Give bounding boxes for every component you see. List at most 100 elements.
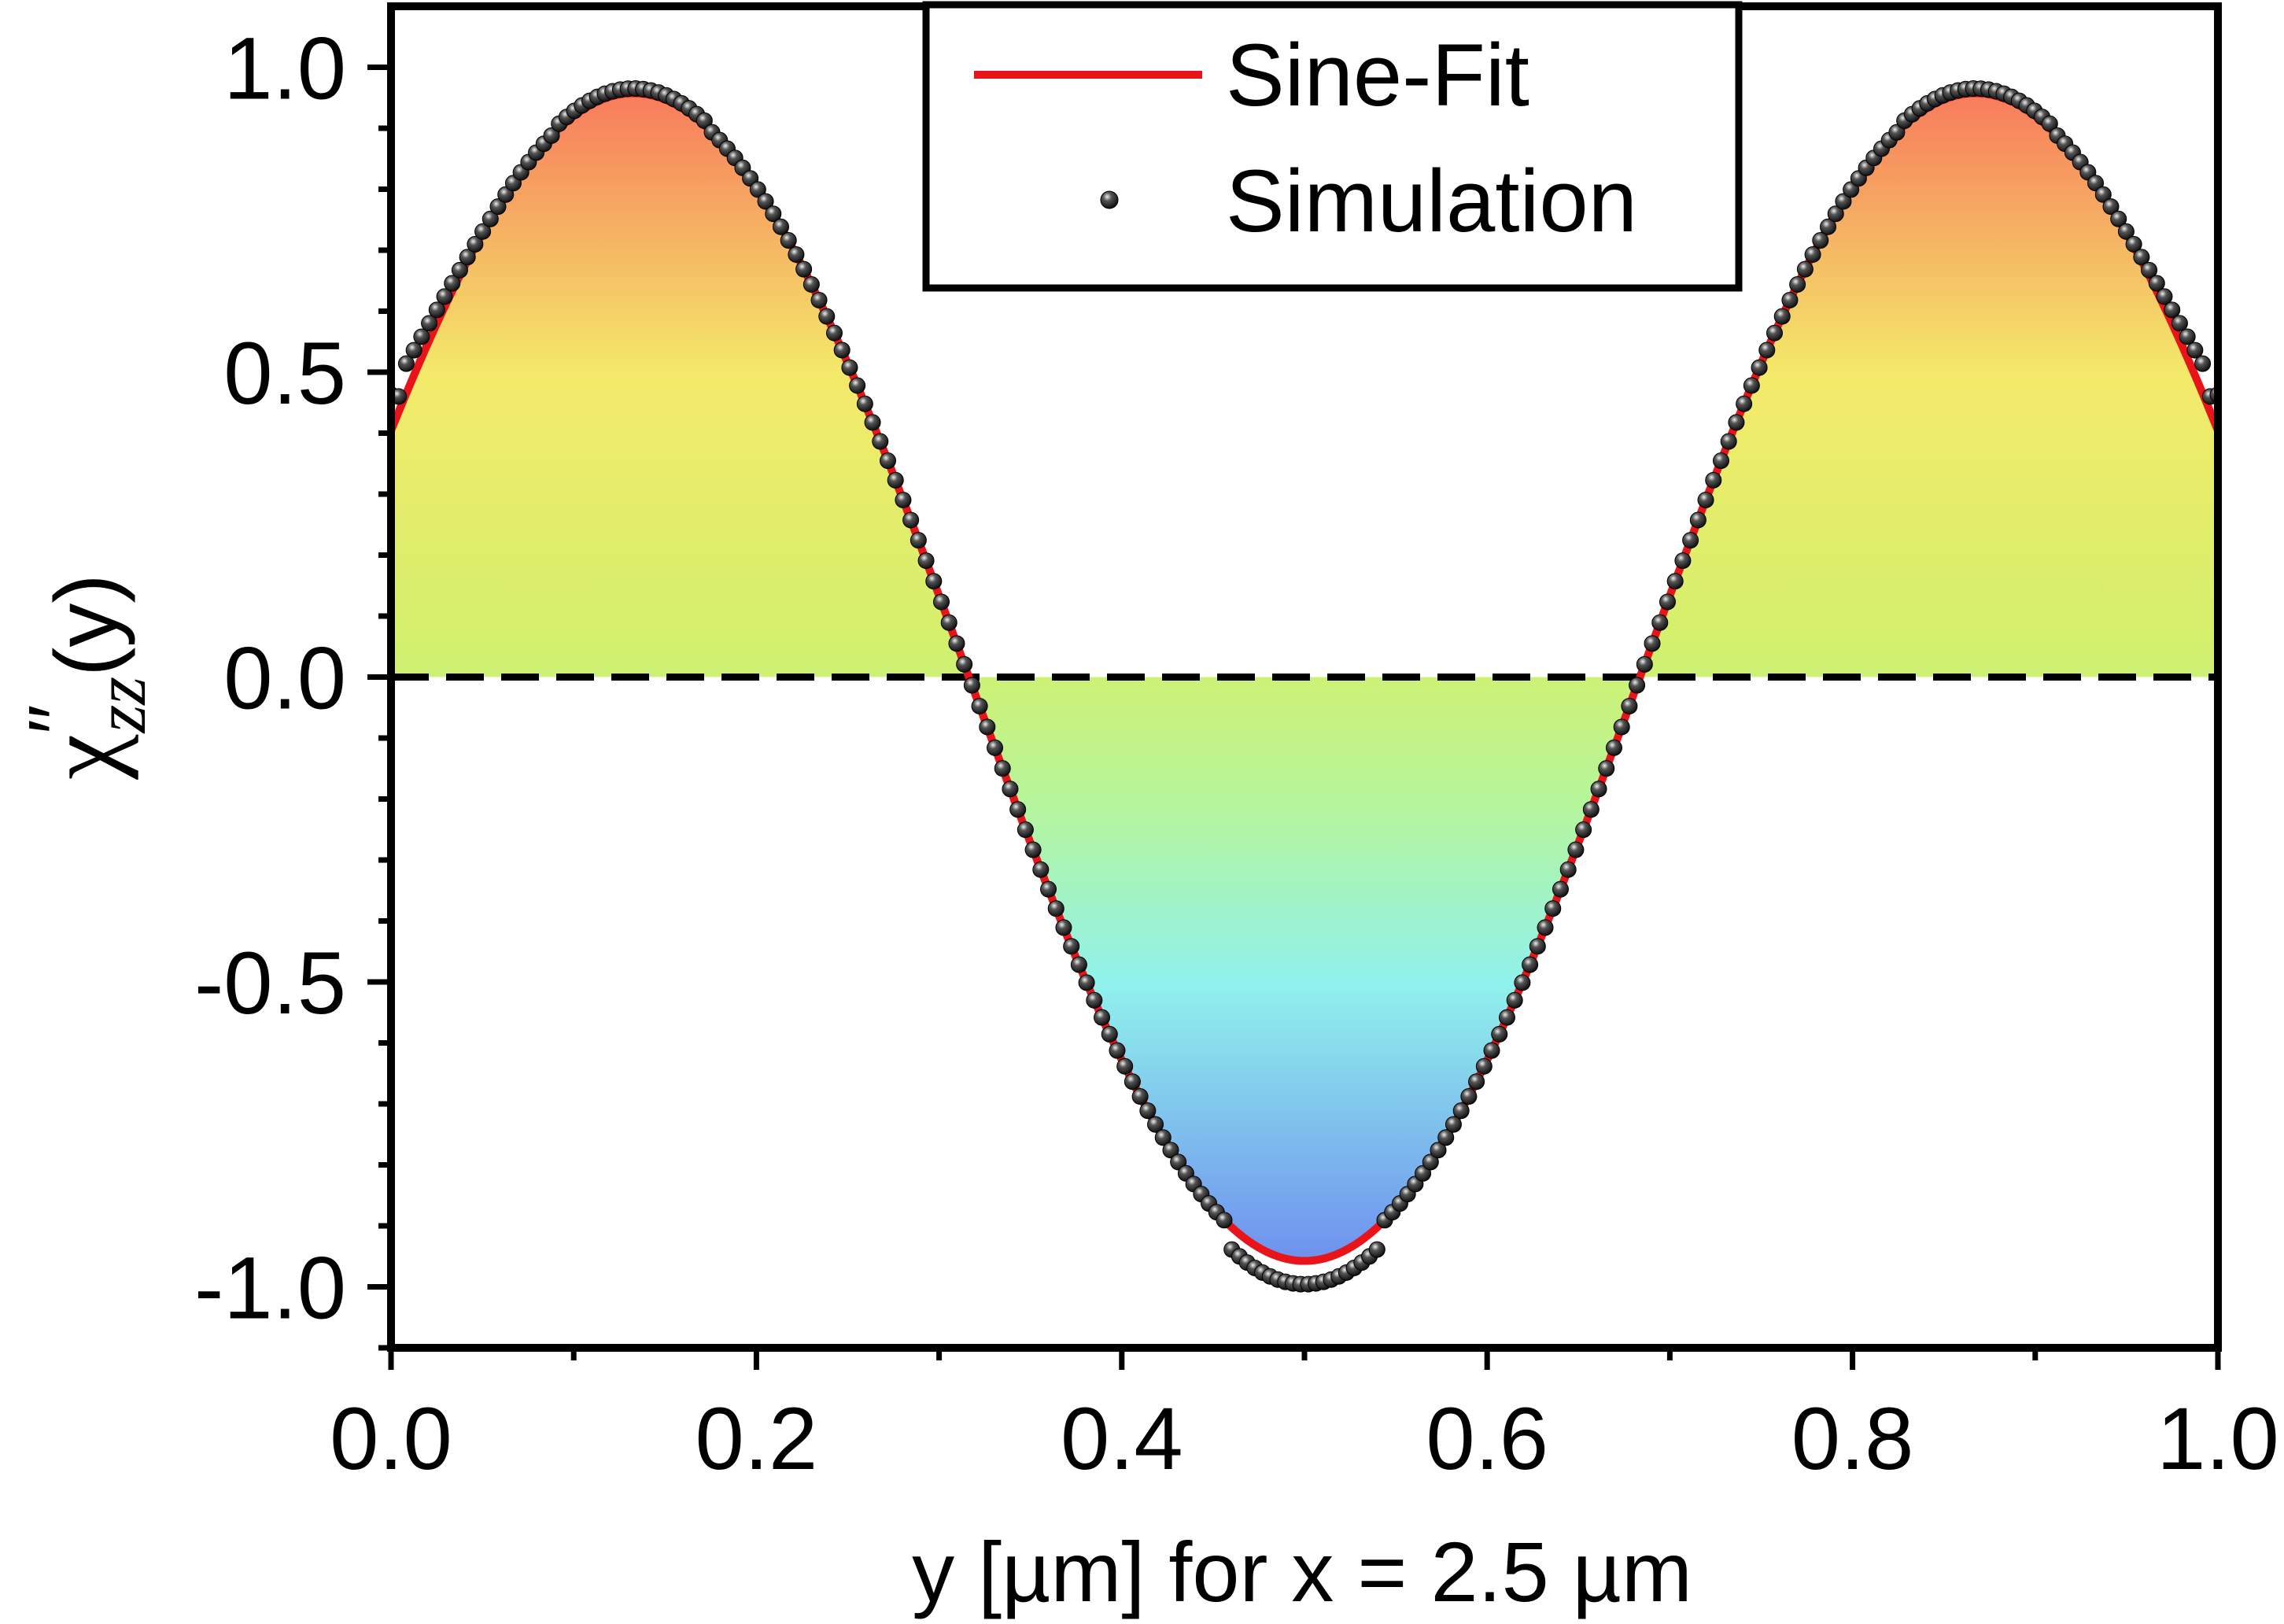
simulation-point [2133,249,2150,266]
simulation-point [474,223,492,240]
simulation-point [1705,471,1722,489]
simulation-point [1559,861,1577,878]
simulation-point [765,205,782,223]
x-axis-title: y [µm] for x = 2.5 µm [912,1524,1692,1619]
simulation-point [1452,1102,1470,1120]
simulation-point [1415,1164,1432,1182]
simulation-point [940,614,958,631]
legend-label-sine-fit: Sine-Fit [1226,26,1529,124]
simulation-point [1368,1241,1386,1258]
simulation-point [810,291,828,308]
simulation-point [1468,1073,1485,1091]
y-tick-label: -1.0 [194,1239,346,1338]
simulation-point [2110,210,2127,227]
simulation-point [1017,821,1034,839]
simulation-point [2186,341,2204,359]
simulation-point [917,552,935,570]
y-tick-label: 0.0 [223,629,346,728]
simulation-point [1666,573,1684,590]
simulation-point [1078,974,1095,991]
simulation-point [956,655,973,673]
y-axis-tick-labels: 1.0 0.5 0.0 -0.5 -1.0 [194,20,346,1338]
simulation-point [910,532,927,549]
x-tick-label: 0.2 [696,1390,818,1488]
simulation-point [696,112,713,129]
simulation-point [428,301,445,319]
simulation-point [933,593,950,611]
x-tick-label: 1.0 [2157,1390,2279,1488]
simulation-point [1567,841,1585,858]
simulation-point [1154,1129,1172,1146]
simulation-point [1162,1142,1179,1159]
simulation-point [1086,991,1103,1009]
simulation-point [1773,308,1791,325]
simulation-point [1590,781,1607,798]
simulation-point [1552,880,1569,898]
axis-ticks [367,65,2221,1370]
simulation-point [489,198,507,216]
simulation-point [2148,275,2165,292]
simulation-point [1116,1057,1134,1075]
simulation-point [467,235,484,253]
simulation-point [436,288,453,305]
simulation-point [1781,291,1799,308]
simulation-point [1101,1025,1118,1043]
simulation-point [1613,718,1630,736]
simulation-point [1537,919,1554,936]
y-tick-label: 0.5 [223,324,346,423]
simulation-point [1766,324,1783,341]
simulation-point [788,246,805,264]
simulation-point [772,218,789,235]
simulation-point [1422,1153,1439,1171]
simulation-point [1139,1102,1157,1120]
simulation-point [1437,1129,1455,1146]
simulation-point [397,355,415,372]
simulation-point [2141,261,2158,279]
simulation-point [818,308,836,325]
simulation-point [1736,395,1753,412]
x-tick-label: 0.8 [1791,1390,1914,1488]
simulation-point [749,181,766,198]
simulation-point [1651,614,1669,631]
simulation-point [1697,492,1714,509]
simulation-point [1498,1009,1515,1026]
series-simulation-points [391,80,2218,1293]
simulation-point [2087,175,2105,192]
x-tick-label: 0.6 [1426,1390,1548,1488]
simulation-point [987,739,1004,756]
x-axis-tick-labels: 0.0 0.2 0.4 0.6 0.8 1.0 [330,1390,2279,1488]
y-axis-title-base: χ [26,734,139,781]
simulation-point [1751,359,1768,376]
simulation-point [1827,205,1844,223]
simulation-point [1070,956,1087,973]
simulation-point [1475,1057,1493,1075]
simulation-point [2171,315,2188,332]
simulation-point [902,511,920,529]
legend-label-simulation: Simulation [1226,152,1637,250]
y-tick-label: 1.0 [223,20,346,118]
simulation-point [2102,198,2120,216]
simulation-point [451,261,468,279]
y-axis-title: χ′′zz(y) [13,574,161,780]
simulation-point [1644,635,1661,652]
simulation-point [1002,781,1019,798]
simulation-point [1659,593,1676,611]
simulation-point [895,492,912,509]
simulation-point [1032,861,1050,878]
simulation-point [1483,1042,1500,1059]
simulation-point [1582,801,1600,818]
simulation-point [1094,1009,1111,1026]
simulation-point [948,635,965,652]
simulation-point [1047,900,1065,917]
simulation-point [1720,433,1737,450]
simulation-point [1575,821,1592,839]
simulation-point [1522,956,1539,973]
simulation-point [1529,938,1546,955]
simulation-point [833,341,851,359]
simulation-point [1063,938,1080,955]
simulation-point [2094,186,2112,203]
simulation-point [1430,1142,1447,1159]
simulation-point [1812,232,1829,249]
svg-text:χ′′zz(y): χ′′zz(y) [13,574,161,780]
simulation-point [1598,760,1615,777]
